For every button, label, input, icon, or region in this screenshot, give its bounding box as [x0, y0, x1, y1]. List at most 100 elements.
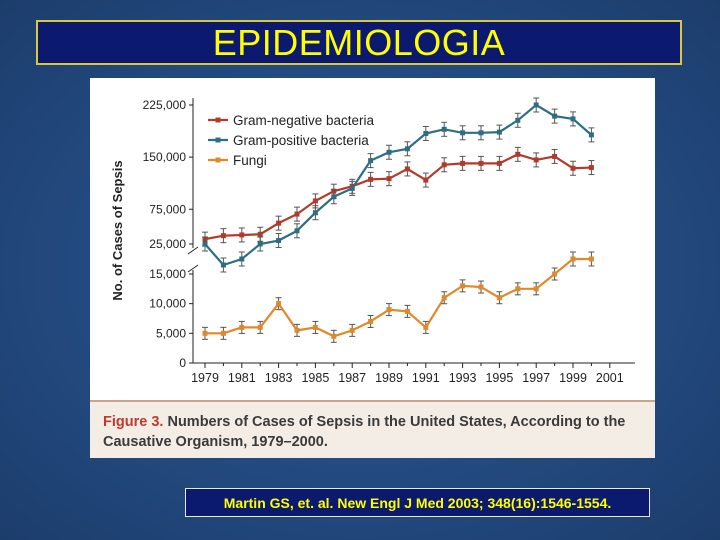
- data-point: [220, 233, 226, 239]
- data-point: [202, 330, 208, 336]
- series-line: [205, 257, 592, 338]
- data-point: [294, 228, 300, 234]
- data-point: [552, 153, 558, 159]
- data-point: [386, 176, 392, 182]
- data-point: [276, 301, 282, 307]
- x-tick-label: 1993: [449, 371, 477, 385]
- x-tick-label: 1979: [191, 371, 219, 385]
- data-point: [478, 160, 484, 166]
- data-point: [570, 256, 576, 262]
- data-point: [441, 126, 447, 132]
- data-point: [496, 160, 502, 166]
- data-point: [202, 241, 208, 247]
- data-point: [294, 327, 300, 333]
- x-tick-label: 1989: [375, 371, 403, 385]
- caption-label: Figure 3.: [103, 414, 164, 430]
- data-point: [570, 116, 576, 122]
- data-point: [552, 113, 558, 119]
- data-point: [533, 286, 539, 292]
- y-tick-label: 15,000: [149, 267, 186, 281]
- data-point: [257, 241, 263, 247]
- data-point: [441, 295, 447, 301]
- data-point: [312, 198, 318, 204]
- data-point: [423, 177, 429, 183]
- y-axis-break-mark: [187, 246, 199, 255]
- citation-text: Martin GS, et. al. New Engl J Med 2003; …: [223, 494, 612, 511]
- x-tick-label: 1981: [228, 371, 256, 385]
- data-point: [349, 327, 355, 333]
- data-point: [349, 185, 355, 191]
- data-point: [312, 324, 318, 330]
- data-point: [239, 232, 245, 238]
- data-point: [423, 130, 429, 136]
- x-tick-label: 1999: [559, 371, 587, 385]
- data-point: [460, 160, 466, 166]
- data-point: [515, 286, 521, 292]
- x-tick-label: 1985: [301, 371, 329, 385]
- series-line: [204, 103, 593, 267]
- legend-marker: [215, 137, 221, 143]
- y-tick-label: 75,000: [149, 202, 186, 216]
- citation-box: Martin GS, et. al. New Engl J Med 2003; …: [185, 488, 650, 517]
- slide-title-box: EPIDEMIOLOGIA: [36, 20, 682, 65]
- legend-marker: [215, 117, 221, 123]
- data-point: [552, 271, 558, 277]
- data-point: [404, 166, 410, 172]
- data-point: [423, 324, 429, 330]
- data-point: [496, 129, 502, 135]
- y-tick-label: 5,000: [156, 326, 186, 340]
- legend-label: Gram-positive bacteria: [233, 133, 369, 148]
- data-point: [368, 318, 374, 324]
- data-point: [404, 146, 410, 152]
- data-point: [533, 102, 539, 108]
- figure-panel: 0 5,000 10,000 15,000 25,000 75,000 150,000 225…: [90, 78, 655, 458]
- data-point: [570, 165, 576, 171]
- x-tick-label: 1997: [522, 371, 550, 385]
- data-point: [331, 194, 337, 200]
- data-point: [588, 165, 594, 171]
- figure-caption: Figure 3. Numbers of Cases of Sepsis in …: [90, 400, 655, 458]
- data-point: [441, 162, 447, 168]
- data-point: [478, 130, 484, 136]
- y-axis-break-mark: [187, 264, 199, 273]
- data-point: [276, 238, 282, 244]
- data-point: [588, 256, 594, 262]
- y-tick-label: 225,000: [143, 98, 187, 112]
- data-point: [239, 324, 245, 330]
- data-point: [386, 307, 392, 313]
- data-point: [239, 256, 245, 262]
- data-point: [386, 149, 392, 155]
- data-point: [478, 284, 484, 290]
- data-point: [460, 130, 466, 136]
- data-point: [515, 151, 521, 157]
- data-point: [533, 157, 539, 163]
- x-tick-label: 1983: [265, 371, 293, 385]
- x-tick-label: 2001: [596, 371, 624, 385]
- legend-label: Fungi: [233, 153, 267, 168]
- x-tick-label: 1987: [338, 371, 366, 385]
- data-point: [294, 211, 300, 217]
- data-point: [496, 295, 502, 301]
- data-point: [368, 158, 374, 164]
- x-tick-label: 1991: [412, 371, 440, 385]
- data-point: [331, 333, 337, 339]
- x-tick-label: 1995: [485, 371, 513, 385]
- data-point: [460, 283, 466, 289]
- y-tick-label: 10,000: [149, 297, 186, 311]
- data-point: [276, 220, 282, 226]
- data-point: [515, 117, 521, 123]
- data-point: [368, 176, 374, 182]
- data-point: [220, 262, 226, 268]
- y-tick-label: 150,000: [143, 150, 187, 164]
- series-line: [204, 153, 592, 241]
- legend-marker: [215, 157, 221, 163]
- data-point: [220, 330, 226, 336]
- data-point: [588, 132, 594, 138]
- y-axis-title: No. of Cases of Sepsis: [110, 160, 125, 300]
- caption-text: Numbers of Cases of Sepsis in the United…: [103, 414, 626, 450]
- y-tick-label: 0: [179, 356, 186, 370]
- y-tick-label: 25,000: [149, 237, 186, 251]
- data-point: [257, 231, 263, 237]
- sepsis-line-chart: 0 5,000 10,000 15,000 25,000 75,000 150,000 225…: [110, 97, 635, 385]
- slide-title: EPIDEMIOLOGIA: [212, 21, 506, 63]
